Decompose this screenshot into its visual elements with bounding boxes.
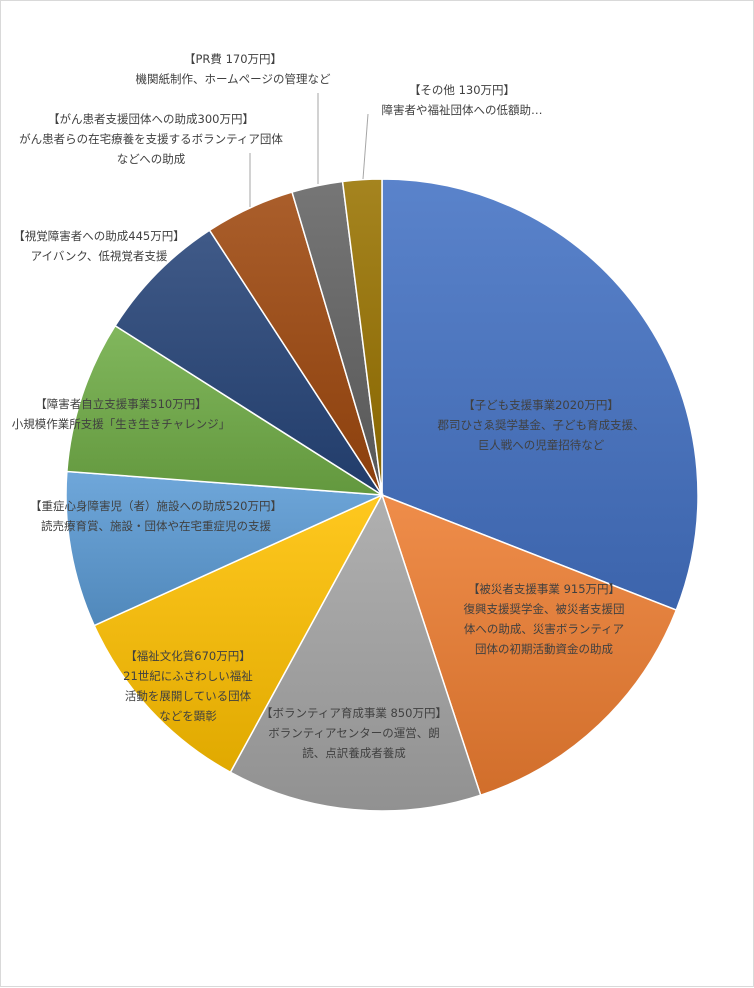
- data-label-7: 【がん患者支援団体への助成300万円】がん患者らの在宅療養を支援するボランティア…: [19, 112, 283, 166]
- data-label-title: 【ボランティア育成事業 850万円】: [261, 706, 447, 720]
- data-label-desc: などを顕彰: [159, 709, 217, 723]
- pie-slice-4: [65, 470, 383, 627]
- data-label-1: 【被災者支援事業 915万円】復興支援奨学金、被災者支援団体への助成、災害ボラン…: [464, 582, 625, 656]
- data-label-6: 【視覚障害者への助成445万円】アイバンク、低視覚者支援: [13, 229, 184, 263]
- data-label-desc: 復興支援奨学金、被災者支援団: [464, 602, 625, 616]
- pie-slice-1: [380, 493, 678, 797]
- pie-slice-9: [341, 178, 383, 496]
- data-label-desc: 読、点訳養成者養成: [302, 746, 406, 760]
- data-label-desc: 団体の初期活動資金の助成: [475, 642, 613, 656]
- leader-line-9: [362, 113, 369, 180]
- data-label-desc: ボランティアセンターの運営、朗: [268, 726, 440, 740]
- data-label-desc: 巨人戦への児童招待など: [478, 438, 605, 452]
- data-label-title: 【重症心身障害児（者）施設への助成520万円】: [30, 499, 282, 513]
- data-label-9: 【その他 130万円】障害者や福祉団体への低額助…: [382, 83, 543, 117]
- data-label-desc: 機関紙制作、ホームページの管理など: [136, 72, 331, 86]
- data-label-title: 【視覚障害者への助成445万円】: [13, 229, 184, 243]
- data-label-desc: がん患者らの在宅療養を支援するボランティア団体: [19, 132, 283, 146]
- data-label-desc: 体への助成、災害ボランティア: [464, 622, 624, 636]
- pie-slice-0: [381, 178, 699, 612]
- data-label-desc: などへの助成: [117, 152, 186, 166]
- data-label-8: 【PR費 170万円】機関紙制作、ホームページの管理など: [136, 52, 331, 86]
- data-label-desc: 読売療育賞、施設・団体や在宅重症児の支援: [41, 519, 271, 533]
- data-label-2: 【ボランティア育成事業 850万円】ボランティアセンターの運営、朗読、点訳養成者…: [261, 706, 447, 760]
- leader-lines: [249, 93, 369, 207]
- data-label-title: 【その他 130万円】: [409, 83, 515, 97]
- data-label-desc: 障害者や福祉団体への低額助…: [382, 103, 543, 117]
- data-label-title: 【子ども支援事業2020万円】: [463, 398, 619, 412]
- data-label-4: 【重症心身障害児（者）施設への助成520万円】読売療育賞、施設・団体や在宅重症児…: [30, 499, 282, 533]
- data-label-desc: 小規模作業所支援「生き生きチャレンジ」: [12, 417, 230, 431]
- pie-slice-5: [66, 324, 383, 496]
- data-label-title: 【被災者支援事業 915万円】: [468, 582, 620, 596]
- pie-slice-2: [229, 493, 482, 812]
- pie-slice-3: [93, 493, 384, 774]
- data-label-0: 【子ども支援事業2020万円】郡司ひさゑ奨学基金、子ども育成支援、巨人戦への児童…: [438, 398, 645, 452]
- data-label-title: 【障害者自立支援事業510万円】: [35, 397, 206, 411]
- data-label-5: 【障害者自立支援事業510万円】小規模作業所支援「生き生きチャレンジ」: [12, 397, 230, 431]
- data-label-title: 【福祉文化賞670万円】: [125, 649, 250, 663]
- data-label-title: 【がん患者支援団体への助成300万円】: [48, 112, 254, 126]
- data-label-desc: アイバンク、低視覚者支援: [31, 249, 168, 263]
- slices-layer: [65, 178, 699, 812]
- data-label-desc: 21世紀にふさわしい福祉: [123, 669, 253, 683]
- labels-layer: 【子ども支援事業2020万円】郡司ひさゑ奨学基金、子ども育成支援、巨人戦への児童…: [12, 52, 645, 760]
- data-label-desc: 郡司ひさゑ奨学基金、子ども育成支援、: [438, 418, 645, 432]
- data-label-title: 【PR費 170万円】: [184, 52, 282, 66]
- data-label-desc: 活動を展開している団体: [125, 689, 252, 703]
- pie-slice-6: [114, 229, 383, 496]
